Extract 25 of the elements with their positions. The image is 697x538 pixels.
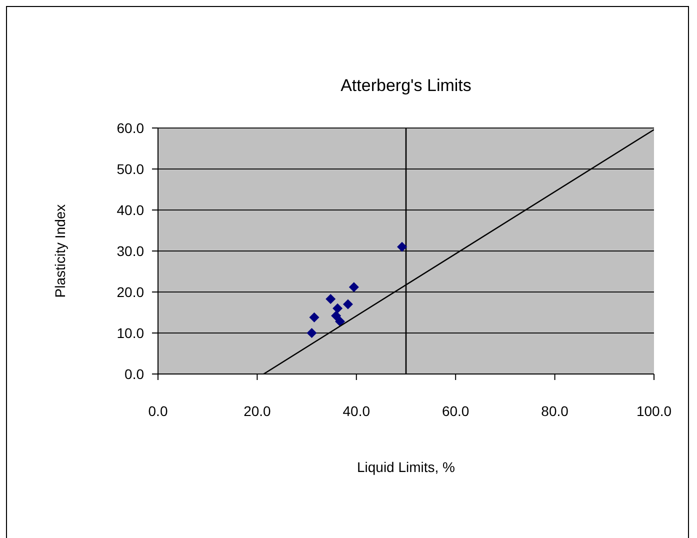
y-tick-label: 60.0	[116, 120, 144, 136]
x-tick-label: 0.0	[148, 402, 168, 419]
x-tick-label: 20.0	[244, 402, 272, 419]
point	[342, 299, 353, 310]
y-tick-label: 40.0	[116, 202, 144, 218]
point	[335, 316, 346, 327]
y-axis-title: Plasticity Index	[52, 204, 68, 298]
x-tick-label: 60.0	[442, 402, 470, 419]
point	[331, 310, 342, 321]
chart-title: Atterberg's Limits	[340, 76, 472, 96]
y-tick-label: 30.0	[116, 242, 144, 259]
point	[348, 282, 359, 292]
x-tick-label: 40.0	[342, 402, 370, 419]
y-tick-label: 0.0	[124, 366, 144, 382]
y-tick-label: 50.0	[116, 160, 144, 177]
x-axis-title: Liquid Limits, %	[356, 459, 456, 475]
point	[332, 303, 343, 314]
x-tick-label: 100.0	[636, 402, 672, 419]
x-tick-label: 80.0	[541, 402, 569, 419]
y-tick-label: 20.0	[116, 284, 144, 300]
point	[309, 312, 320, 322]
y-tick-label: 10.0	[116, 324, 144, 341]
point	[397, 242, 408, 252]
point	[326, 294, 336, 304]
point	[306, 328, 317, 338]
